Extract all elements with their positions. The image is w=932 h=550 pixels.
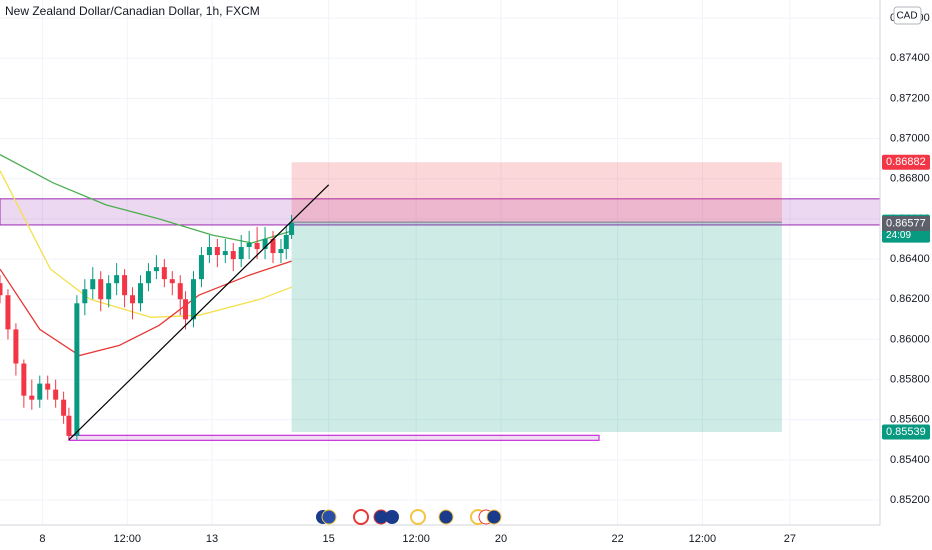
candle-body [122,275,128,296]
y-tick-label: 0.87400 [890,52,930,64]
y-tick-label: 0.85400 [890,454,930,466]
candle-body [37,383,43,400]
candle-body [278,249,284,254]
x-tick-label: 20 [495,533,507,545]
y-tick-label: 0.87200 [890,92,930,104]
candle-body [106,283,112,300]
x-tick-label: 12:00 [402,533,430,545]
price-label-box [882,424,930,440]
candle-body [230,251,236,260]
resistance-zone [0,198,881,226]
candle-body [145,271,151,284]
candle-body [21,363,27,396]
event-icon[interactable] [486,509,502,525]
level-box [68,434,600,441]
candle-body [206,247,212,256]
target-zone [291,222,782,433]
candle-body [53,389,59,400]
candle-body [61,399,67,416]
y-tick-label: 0.85600 [890,414,930,426]
x-tick-label: 12:00 [113,533,141,545]
candle-body [130,295,136,304]
y-tick-label: 0.86800 [890,173,930,185]
event-icon[interactable] [385,510,399,524]
event-icons [316,509,502,525]
y-tick-label: 0.87000 [890,132,930,144]
candle-body [169,279,175,284]
candle-body [222,251,228,256]
chart-title: New Zealand Dollar/Canadian Dollar, 1h, … [5,4,260,18]
candle-body [161,267,167,280]
candle-body [289,222,295,235]
plot-area [0,154,881,441]
candle-body [283,234,289,250]
x-tick-label: 15 [323,533,335,545]
y-tick-label: 0.86200 [890,293,930,305]
y-tick-label: 0.86400 [890,253,930,265]
candle-body [114,275,120,284]
candle-body [198,255,204,280]
x-tick-label: 22 [611,533,623,545]
grid [0,0,880,525]
candle-body [177,283,183,300]
y-tick-label: 0.86000 [890,333,930,345]
price-label: 0.85539 [886,426,926,438]
event-icon[interactable] [410,509,426,525]
candle-body [0,283,3,296]
price-label-box [882,154,930,170]
event-icon[interactable] [321,509,337,525]
candle-body [90,279,96,290]
price-label: 0.86882 [886,156,926,168]
x-tick-label: 27 [784,533,796,545]
event-icon[interactable] [353,509,369,525]
moving-average [0,154,292,244]
candle-body [153,267,159,272]
candle-body [74,303,80,436]
candle-body [5,295,11,330]
price-label-box [882,216,930,232]
candle-body [66,415,72,436]
moving-average [0,260,292,357]
candle-body [98,279,104,300]
x-tick-label: 8 [39,533,45,545]
y-tick-label: 0.85200 [890,494,930,506]
candle-body [262,239,268,250]
candle-body [45,383,51,390]
candle-body [270,239,276,254]
trendline [68,184,330,441]
candle-body [183,299,189,320]
candle-body [13,329,19,364]
currency-label[interactable]: CAD [896,11,917,22]
countdown: 24:09 [886,230,911,241]
candle-body [137,283,143,304]
candle-body [214,247,220,256]
candle-body [238,247,244,260]
candle-body [246,243,252,248]
event-icon[interactable] [438,509,454,525]
candle-body [254,243,260,250]
axes: 0.85200 0.85400 0.85600 0.85800 0.86000 0.862… [39,12,930,545]
y-tick-label: 0.85800 [890,373,930,385]
candle-body [82,289,88,304]
moving-average [0,170,292,318]
candle-body [190,279,196,320]
currency-button[interactable] [893,6,922,25]
x-tick-label: 12:00 [689,533,717,545]
stop-zone [291,162,782,223]
x-tick-label: 13 [206,533,218,545]
price-label: 0.86577 [886,217,926,229]
candle-body [29,395,35,400]
